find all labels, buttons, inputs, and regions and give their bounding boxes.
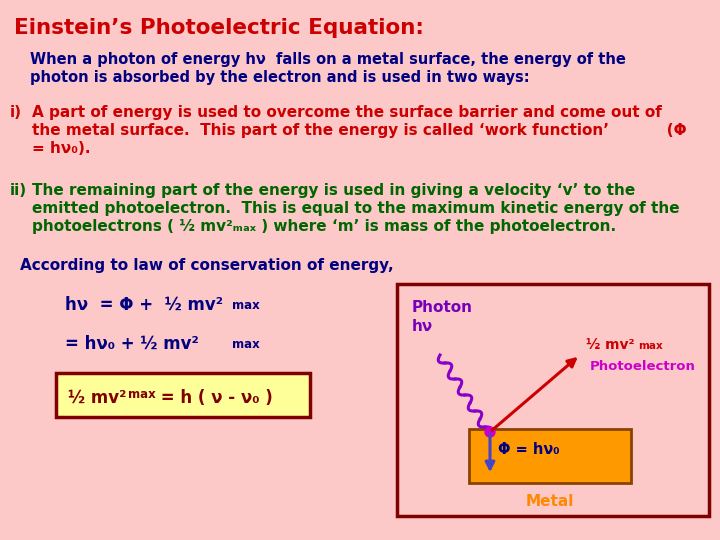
Text: A part of energy is used to overcome the surface barrier and come out of: A part of energy is used to overcome the… [32,105,662,120]
Text: Einstein’s Photoelectric Equation:: Einstein’s Photoelectric Equation: [14,18,424,38]
Text: i): i) [10,105,22,120]
FancyBboxPatch shape [469,429,631,483]
Text: emitted photoelectron.  This is equal to the maximum kinetic energy of the: emitted photoelectron. This is equal to … [32,201,680,216]
Text: According to law of conservation of energy,: According to law of conservation of ener… [20,258,394,273]
Text: the metal surface.  This part of the energy is called ‘work function’           : the metal surface. This part of the ener… [32,123,687,138]
Text: When a photon of energy hν  falls on a metal surface, the energy of the: When a photon of energy hν falls on a me… [30,52,626,67]
Text: max: max [128,388,156,401]
FancyBboxPatch shape [397,284,709,516]
Text: hν  = Φ +  ½ mv²: hν = Φ + ½ mv² [65,296,223,314]
Text: ii): ii) [10,183,27,198]
Text: photoelectrons ( ½ mv²ₘₐₓ ) where ‘m’ is mass of the photoelectron.: photoelectrons ( ½ mv²ₘₐₓ ) where ‘m’ is… [32,219,616,234]
Text: max: max [232,338,260,351]
Text: = hν₀).: = hν₀). [32,141,91,156]
Text: photon is absorbed by the electron and is used in two ways:: photon is absorbed by the electron and i… [30,70,530,85]
Text: = hν₀ + ½ mv²: = hν₀ + ½ mv² [65,335,199,353]
Text: ½ mv²: ½ mv² [68,389,127,407]
Text: Photoelectron: Photoelectron [590,360,696,373]
Text: max: max [638,341,662,351]
Text: max: max [232,299,260,312]
FancyBboxPatch shape [56,373,310,417]
Circle shape [485,427,495,437]
Text: Metal: Metal [526,494,574,509]
Text: The remaining part of the energy is used in giving a velocity ‘v’ to the: The remaining part of the energy is used… [32,183,635,198]
Text: ½ mv²: ½ mv² [586,338,634,352]
Text: Photon
hν: Photon hν [412,300,473,334]
Text: = h ( ν - ν₀ ): = h ( ν - ν₀ ) [155,389,273,407]
Text: Φ = hν₀: Φ = hν₀ [498,442,559,457]
